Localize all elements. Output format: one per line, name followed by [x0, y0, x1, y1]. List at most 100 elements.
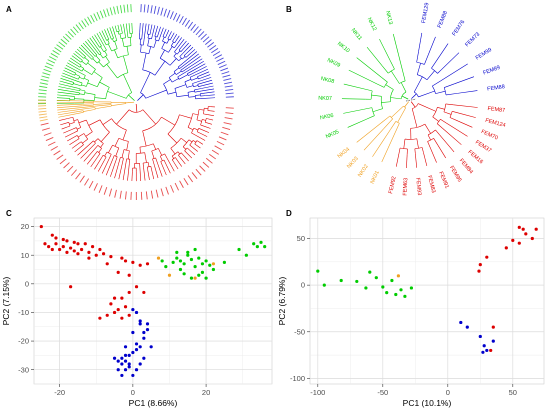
tree-branch	[440, 63, 468, 81]
tree-arc	[118, 137, 129, 142]
tree-branch	[159, 27, 164, 38]
data-point-red	[120, 296, 124, 300]
tree-leaf-label-mark	[39, 118, 48, 122]
tree-leaf-label-mark	[155, 189, 159, 198]
tree-arc	[72, 117, 75, 123]
tree-branch	[126, 46, 129, 55]
tree-branch	[75, 50, 81, 57]
tree-branch	[356, 57, 382, 78]
tree-branch	[406, 154, 408, 169]
x-axis-title: PC1 (10.1%)	[403, 398, 452, 408]
tree-leaf-label-mark	[179, 180, 184, 188]
tree-branch	[60, 78, 71, 82]
tree-branch	[82, 69, 92, 75]
y-tick-label: -20	[18, 337, 29, 346]
tree-leaf-label-mark	[44, 65, 53, 70]
tree-branch	[74, 135, 78, 138]
tree-branch	[435, 129, 440, 135]
tree-branch	[193, 63, 206, 71]
tree-branch	[94, 104, 112, 107]
tree-branch	[188, 58, 203, 68]
tree-leaf-label-mark	[108, 188, 113, 197]
tree-leaf-label-mark	[40, 122, 49, 126]
data-point-red	[127, 313, 131, 317]
tree-branch	[64, 132, 74, 138]
tree-branch	[103, 44, 107, 51]
tree-leaf-label-mark	[119, 190, 122, 199]
tree-branch	[197, 131, 200, 134]
tree-branch	[145, 89, 167, 99]
data-point-blue	[142, 356, 146, 360]
data-point-red	[80, 247, 84, 252]
tree-leaf-label-mark	[52, 50, 60, 56]
data-point-red	[76, 242, 80, 246]
tree-branch	[366, 89, 373, 92]
tree-branch	[168, 46, 173, 53]
tree-branch	[144, 152, 147, 163]
tree-leaf-label-mark	[75, 24, 82, 32]
tree-branch	[84, 92, 96, 95]
tree-arc	[167, 114, 180, 135]
tree-arc	[399, 80, 406, 84]
data-point-red	[105, 313, 109, 317]
tree-branch	[416, 138, 419, 149]
tree-branch	[176, 50, 181, 55]
tree-branch	[139, 147, 141, 154]
tree-leaf-label-mark	[59, 158, 67, 165]
tree-branch	[100, 131, 110, 142]
tree-branch	[437, 107, 445, 110]
y-tick-label: -30	[18, 365, 29, 374]
data-point-green	[259, 240, 263, 244]
tree-branch	[74, 91, 80, 94]
tree-arc	[154, 36, 158, 38]
tree-branch	[139, 167, 141, 181]
tree-branch	[179, 64, 185, 69]
tree-arc	[77, 119, 82, 128]
tree-branch	[98, 148, 102, 153]
tree-branch	[389, 60, 395, 70]
tree-b-leaf-label: NK11	[350, 28, 363, 42]
tree-arc	[443, 103, 447, 113]
tree-arc	[151, 148, 159, 152]
tree-branch	[445, 122, 468, 137]
tree-branch	[93, 51, 98, 56]
tree-branch	[430, 148, 437, 163]
data-point-blue	[134, 342, 139, 346]
tree-arc	[432, 85, 436, 94]
tree-branch	[440, 118, 447, 124]
data-point-green	[197, 273, 201, 277]
tree-branch	[348, 69, 378, 85]
tree-branch	[445, 93, 458, 96]
tree-branch	[112, 26, 117, 38]
data-point-green	[208, 263, 212, 267]
tree-branch	[151, 169, 155, 180]
tree-branch	[106, 28, 111, 36]
tree-arc	[172, 41, 175, 44]
tree-branch	[188, 71, 196, 76]
tree-branch	[177, 151, 181, 155]
tree-leaf-label-mark	[62, 36, 70, 43]
tree-branch	[75, 89, 80, 92]
tree-branch	[193, 85, 199, 87]
tree-branch	[454, 76, 475, 84]
y-tick-label: -10	[18, 308, 29, 317]
tree-branch	[122, 129, 127, 141]
tree-branch	[179, 53, 183, 57]
tree-branch	[105, 159, 113, 176]
tree-branch	[61, 126, 69, 130]
tree-branch	[97, 159, 105, 172]
tree-branch	[180, 40, 187, 48]
tree-branch	[127, 150, 130, 160]
tree-arc	[171, 151, 179, 157]
tree-branch	[157, 163, 163, 177]
data-point-blue	[491, 339, 495, 343]
tree-leaf-label-mark	[150, 5, 153, 14]
tree-branch	[164, 153, 168, 159]
tree-b-leaf-label: FEM92	[388, 176, 397, 195]
tree-branch	[418, 103, 437, 112]
tree-branch	[94, 145, 99, 150]
tree-leaf-label-mark	[208, 153, 217, 160]
tree-arc	[179, 56, 183, 60]
tree-branch	[191, 132, 196, 136]
tree-branch	[162, 36, 165, 42]
